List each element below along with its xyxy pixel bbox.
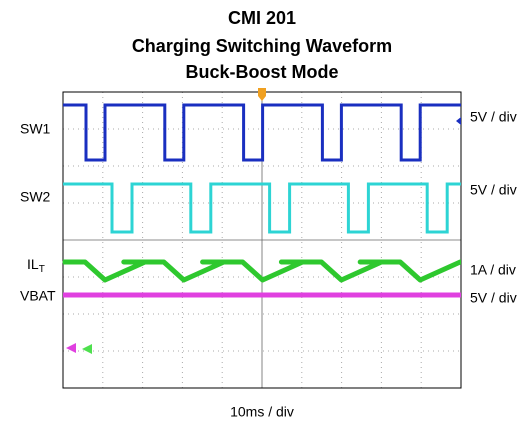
sw2-wave <box>63 182 461 234</box>
title-line: Buck-Boost Mode <box>186 62 339 82</box>
title-line: CMI 201 <box>228 8 296 28</box>
channel-label: ILT <box>27 256 45 275</box>
label-main: IL <box>27 256 39 272</box>
il-wave <box>62 259 463 283</box>
level-marker <box>456 117 461 125</box>
scale-label: 5V / div <box>470 290 517 306</box>
title-line: Charging Switching Waveform <box>132 36 392 56</box>
channel-label: VBAT <box>20 288 56 304</box>
trigger-marker <box>258 88 266 101</box>
scale-label: 1A / div <box>470 262 516 278</box>
label-sub: T <box>39 264 45 275</box>
timebase-label: 10ms / div <box>230 404 294 420</box>
channel-label: SW1 <box>20 121 51 137</box>
ref-arrow <box>82 344 92 354</box>
ref-arrow <box>66 343 76 353</box>
waveforms <box>62 103 463 298</box>
channel-label: SW2 <box>20 189 51 205</box>
scale-label: 5V / div <box>470 109 517 125</box>
sw1-wave <box>63 103 461 162</box>
scale-label: 5V / div <box>470 182 517 198</box>
